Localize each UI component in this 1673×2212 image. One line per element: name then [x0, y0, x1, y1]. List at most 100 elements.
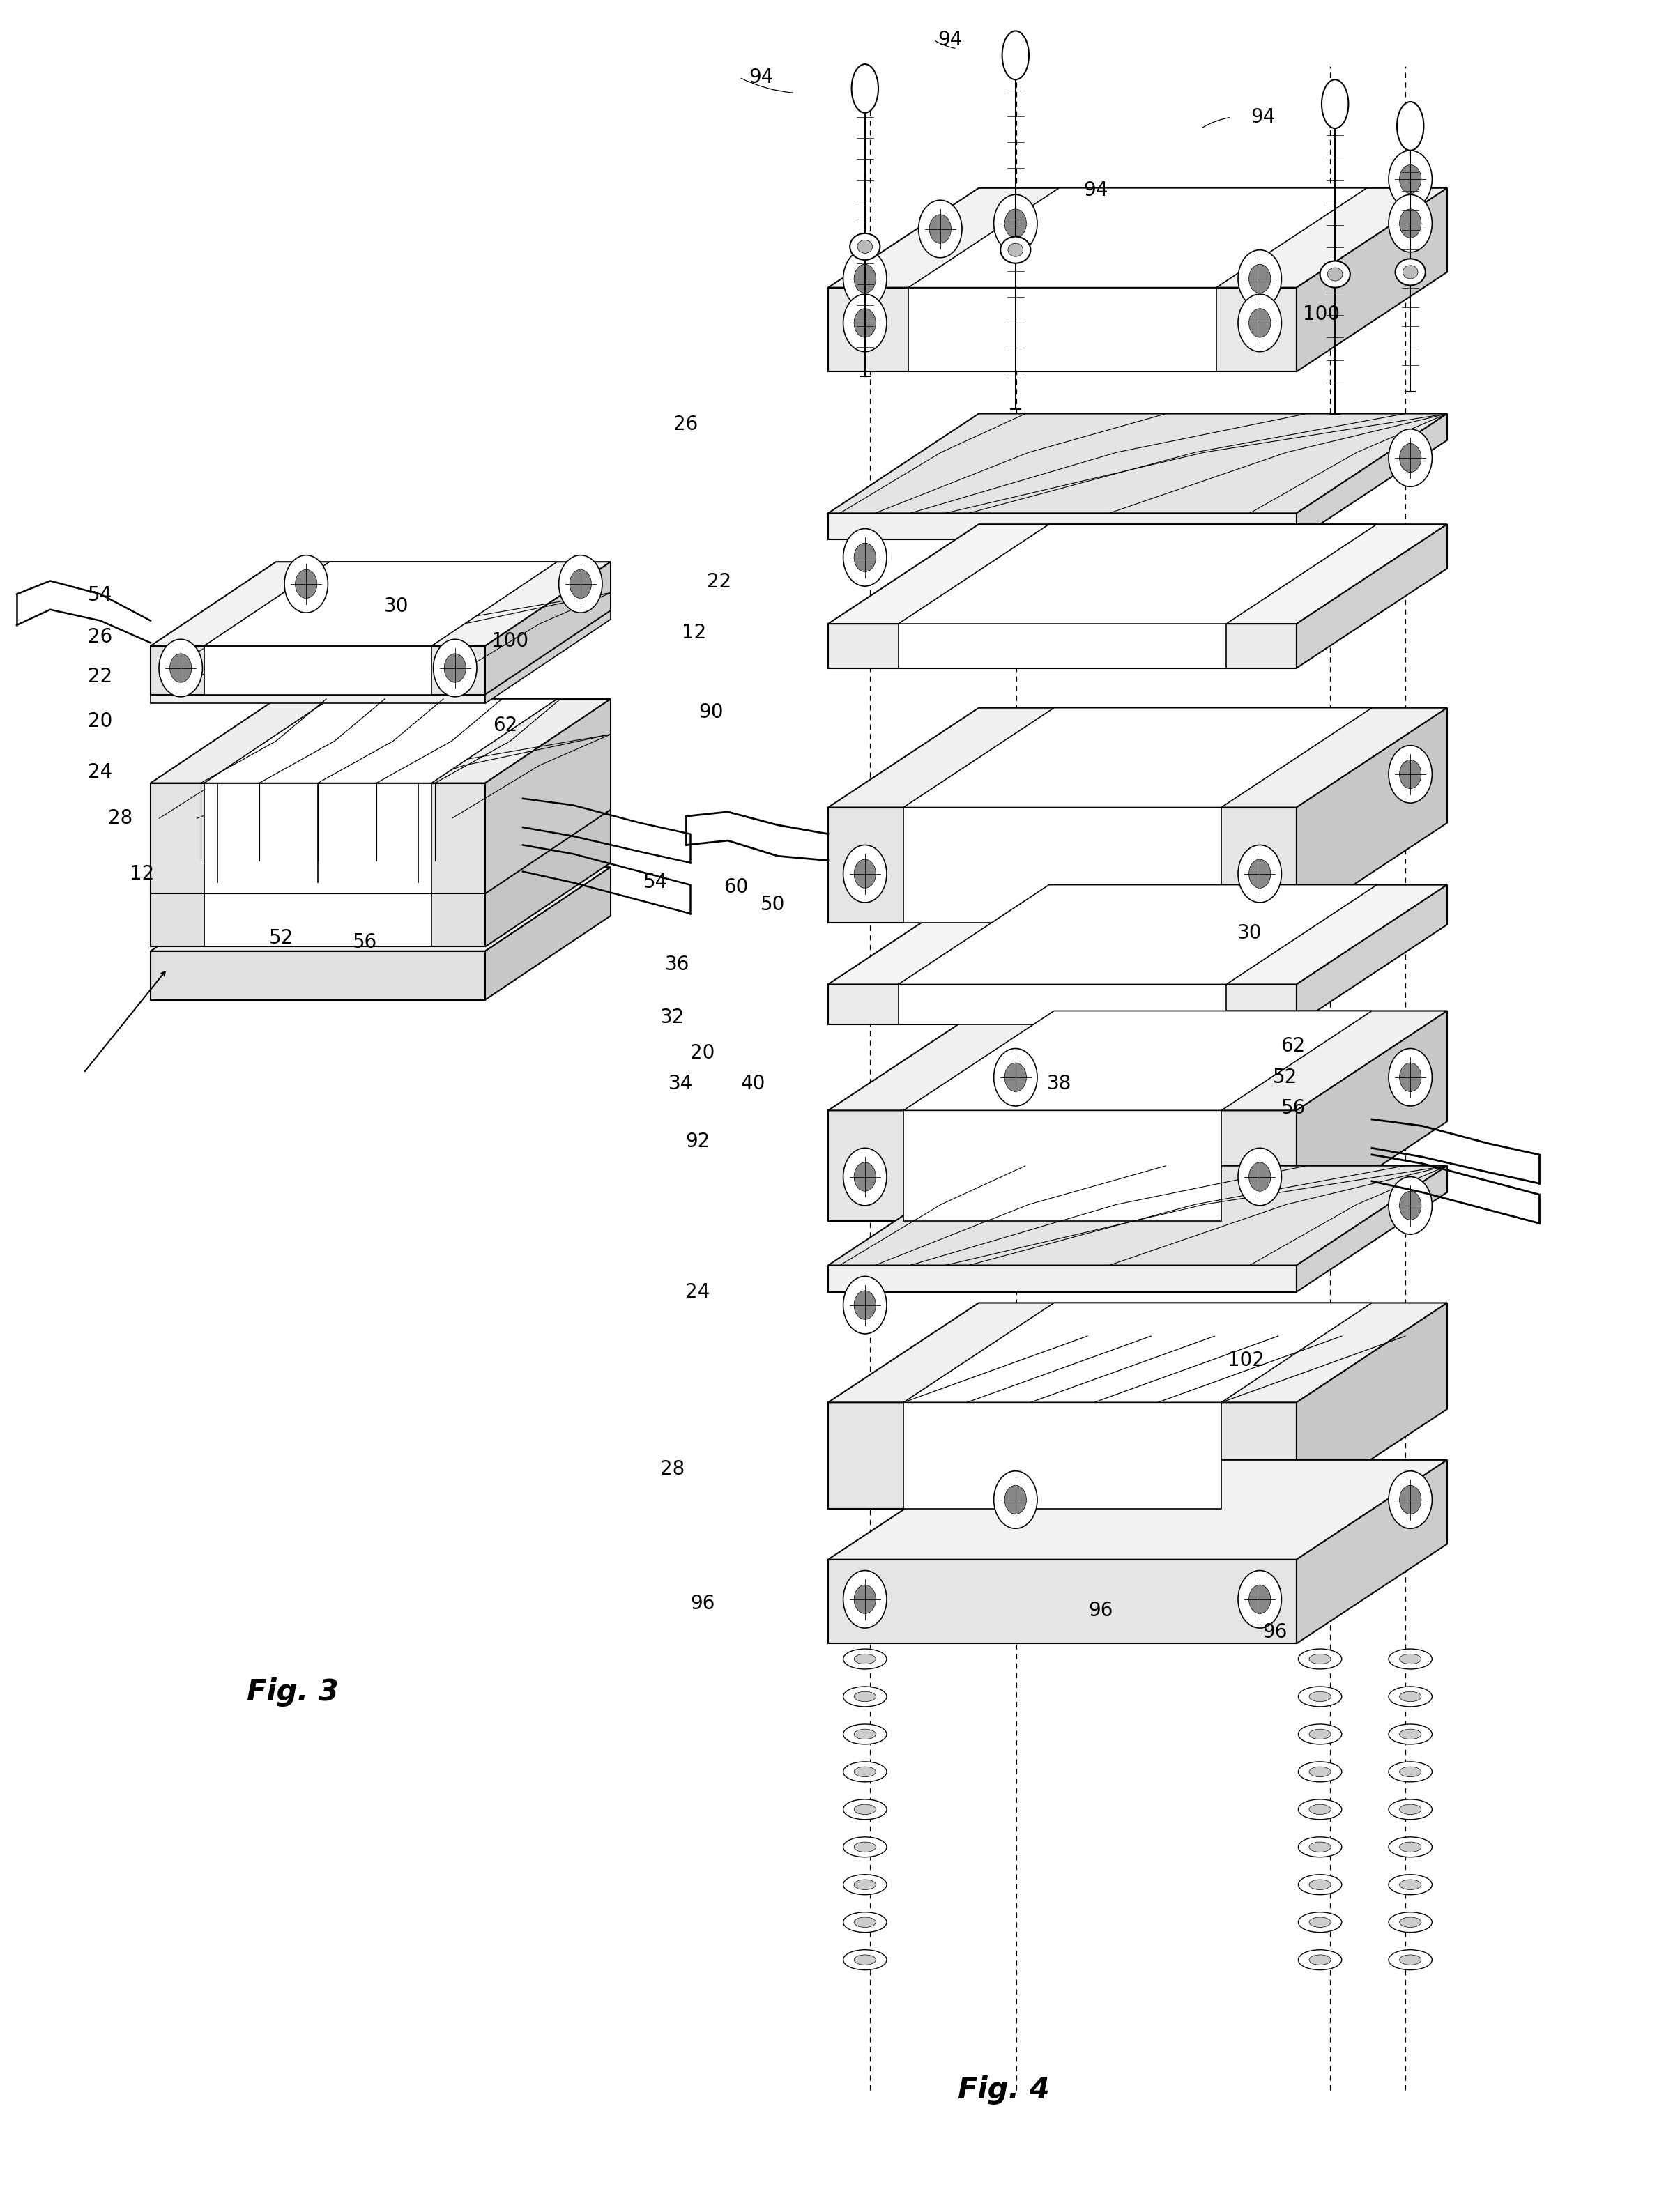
Text: 22: 22	[89, 668, 112, 686]
Polygon shape	[1297, 708, 1447, 922]
Polygon shape	[204, 783, 432, 894]
Text: 54: 54	[89, 586, 112, 604]
Ellipse shape	[1310, 1767, 1332, 1776]
Ellipse shape	[852, 64, 878, 113]
Circle shape	[930, 215, 952, 243]
Text: 12: 12	[683, 624, 706, 641]
Polygon shape	[828, 288, 1297, 372]
Ellipse shape	[1397, 102, 1424, 150]
Polygon shape	[151, 818, 485, 845]
Ellipse shape	[1310, 1880, 1332, 1889]
Circle shape	[855, 310, 877, 336]
Ellipse shape	[1298, 1723, 1342, 1745]
Text: 38: 38	[1047, 1075, 1071, 1093]
Circle shape	[445, 653, 467, 681]
Circle shape	[1389, 1048, 1432, 1106]
Polygon shape	[151, 867, 611, 951]
Polygon shape	[485, 805, 611, 947]
Ellipse shape	[1389, 1836, 1432, 1858]
Ellipse shape	[1007, 243, 1024, 257]
Ellipse shape	[1310, 1955, 1332, 1964]
Circle shape	[1248, 858, 1271, 887]
Polygon shape	[485, 734, 611, 845]
Text: 20: 20	[89, 712, 112, 730]
Polygon shape	[151, 593, 611, 677]
Ellipse shape	[1399, 1692, 1420, 1701]
Polygon shape	[828, 1460, 1447, 1559]
Polygon shape	[903, 807, 1221, 922]
Ellipse shape	[855, 1655, 877, 1663]
Text: 20: 20	[691, 1044, 714, 1062]
Ellipse shape	[1389, 1874, 1432, 1896]
Polygon shape	[485, 699, 611, 894]
Circle shape	[994, 195, 1037, 252]
Polygon shape	[151, 677, 485, 703]
Polygon shape	[828, 414, 1447, 513]
Circle shape	[1238, 294, 1282, 352]
Text: 100: 100	[492, 633, 529, 650]
Polygon shape	[1297, 885, 1447, 1024]
Ellipse shape	[1399, 1655, 1420, 1663]
Text: 40: 40	[741, 1075, 765, 1093]
Circle shape	[855, 544, 877, 571]
Ellipse shape	[1310, 1843, 1332, 1851]
Ellipse shape	[1298, 1911, 1342, 1933]
Text: 30: 30	[385, 597, 408, 615]
Polygon shape	[828, 1559, 1297, 1644]
Ellipse shape	[1322, 80, 1348, 128]
Ellipse shape	[1399, 1955, 1420, 1964]
Ellipse shape	[1389, 1911, 1432, 1933]
Circle shape	[159, 639, 202, 697]
Circle shape	[284, 555, 328, 613]
Polygon shape	[1297, 1011, 1447, 1221]
Text: 12: 12	[130, 865, 154, 883]
Text: 22: 22	[708, 573, 731, 591]
Ellipse shape	[1389, 1949, 1432, 1971]
Polygon shape	[151, 805, 611, 889]
Ellipse shape	[1298, 1761, 1342, 1783]
Text: 28: 28	[109, 810, 132, 827]
Circle shape	[1389, 745, 1432, 803]
Polygon shape	[1297, 524, 1447, 668]
Circle shape	[843, 1571, 887, 1628]
Ellipse shape	[1389, 1723, 1432, 1745]
Ellipse shape	[1395, 259, 1425, 285]
Text: 94: 94	[750, 69, 773, 86]
Text: 62: 62	[494, 717, 517, 734]
Circle shape	[1389, 195, 1432, 252]
Polygon shape	[204, 562, 557, 646]
Circle shape	[1238, 1148, 1282, 1206]
Circle shape	[843, 529, 887, 586]
Polygon shape	[485, 562, 611, 695]
Circle shape	[1248, 265, 1271, 292]
Text: 90: 90	[699, 703, 723, 721]
Circle shape	[1248, 1164, 1271, 1190]
Circle shape	[855, 1290, 877, 1318]
Text: 52: 52	[269, 929, 293, 947]
Polygon shape	[1297, 1166, 1447, 1292]
Polygon shape	[898, 984, 1226, 1024]
Ellipse shape	[1310, 1692, 1332, 1701]
Ellipse shape	[1310, 1805, 1332, 1814]
Polygon shape	[828, 807, 1297, 922]
Circle shape	[1248, 1584, 1271, 1615]
Text: 32: 32	[661, 1009, 684, 1026]
Ellipse shape	[1399, 1730, 1420, 1739]
Polygon shape	[903, 1303, 1372, 1402]
Ellipse shape	[1298, 1686, 1342, 1708]
Polygon shape	[1297, 188, 1447, 372]
Circle shape	[559, 555, 602, 613]
Ellipse shape	[855, 1843, 877, 1851]
Ellipse shape	[855, 1880, 877, 1889]
Polygon shape	[903, 1011, 1372, 1110]
Circle shape	[855, 858, 877, 887]
Polygon shape	[908, 188, 1367, 288]
Ellipse shape	[858, 241, 873, 254]
Polygon shape	[828, 513, 1297, 540]
Circle shape	[1399, 166, 1420, 192]
Ellipse shape	[855, 1805, 877, 1814]
Polygon shape	[151, 734, 611, 818]
Ellipse shape	[843, 1686, 887, 1708]
Text: 36: 36	[666, 956, 689, 973]
Circle shape	[1389, 1177, 1432, 1234]
